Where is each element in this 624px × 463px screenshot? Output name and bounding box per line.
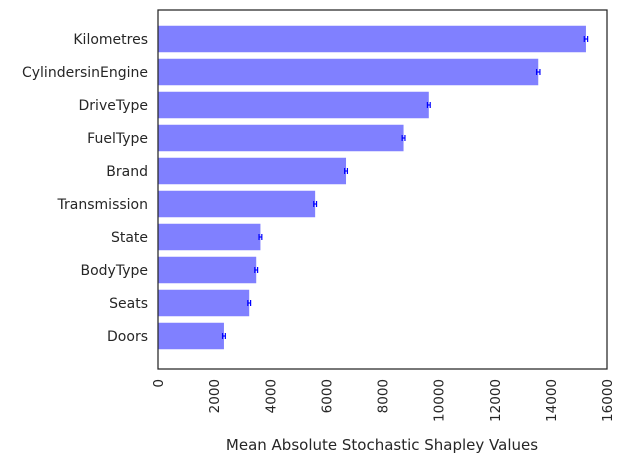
x-tick-label: 10000 xyxy=(432,379,448,422)
bar-fueltype xyxy=(158,124,404,152)
error-bar-bodytype xyxy=(254,267,259,273)
x-tick-labels: 0 2000 4000 6000 8000 10000 12000 14000 16000 xyxy=(151,379,616,422)
bar-cylindersinengine xyxy=(158,58,539,86)
error-bar-drivetype xyxy=(426,102,431,108)
bar-kilometres xyxy=(158,25,586,53)
y-tick-labels: Kilometres CylindersinEngine DriveType Fuel… xyxy=(22,32,148,345)
y-tick-label: Doors xyxy=(107,329,148,345)
x-tick-label: 4000 xyxy=(263,379,279,413)
error-bar-seats xyxy=(247,300,252,306)
error-bar-doors xyxy=(221,333,226,339)
bar-drivetype xyxy=(158,91,429,119)
y-tick-label: Seats xyxy=(109,296,148,312)
x-tick-label: 6000 xyxy=(319,379,335,413)
y-tick-label: FuelType xyxy=(87,131,148,147)
y-tick-label: Brand xyxy=(106,164,148,180)
error-bar-kilometres xyxy=(583,36,589,42)
x-tick-label: 14000 xyxy=(544,379,560,422)
y-tick-label: CylindersinEngine xyxy=(22,65,148,81)
y-tick-label: Transmission xyxy=(57,197,148,213)
y-tick-label: Kilometres xyxy=(73,32,148,48)
x-tick-label: 0 xyxy=(151,379,167,388)
bar-state xyxy=(158,223,261,251)
x-tick-label: 8000 xyxy=(376,379,392,413)
x-tick-label: 16000 xyxy=(600,379,616,422)
error-bar-fueltype xyxy=(401,135,406,141)
bars-group xyxy=(158,25,586,350)
x-tick-label: 12000 xyxy=(488,379,504,422)
x-axis-label: Mean Absolute Stochastic Shapley Values xyxy=(226,436,538,454)
x-tick-label: 2000 xyxy=(207,379,223,413)
error-bars-group xyxy=(221,36,589,339)
bar-transmission xyxy=(158,190,316,218)
bar-bodytype xyxy=(158,256,257,284)
error-bar-state xyxy=(258,234,263,240)
bar-brand xyxy=(158,157,347,185)
error-bar-cylindersinengine xyxy=(535,69,541,75)
plot-frame xyxy=(157,9,608,370)
error-bar-transmission xyxy=(313,201,318,207)
y-tick-label: State xyxy=(111,230,148,246)
y-tick-label: BodyType xyxy=(81,263,149,279)
error-bar-brand xyxy=(344,168,349,174)
y-tick-label: DriveType xyxy=(79,98,148,114)
bar-doors xyxy=(158,322,224,350)
bar-seats xyxy=(158,289,250,317)
